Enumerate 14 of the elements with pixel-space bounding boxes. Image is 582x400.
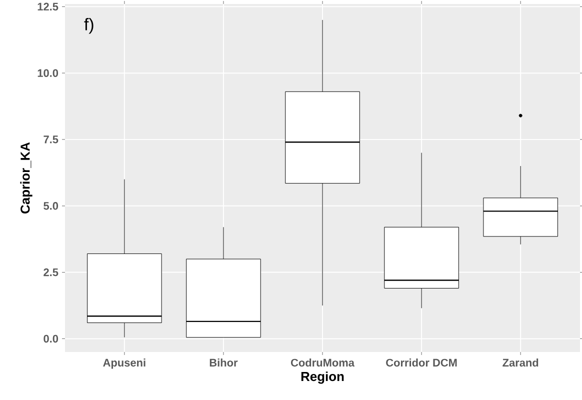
y-tick-label: 5.0 <box>44 202 58 210</box>
x-axis-title: Region <box>301 372 344 384</box>
annotation: f) <box>84 18 94 34</box>
y-tick-label: 7.5 <box>44 136 58 144</box>
y-tick-label: 2.5 <box>44 268 58 276</box>
x-tick-label: Corridor DCM <box>386 358 457 367</box>
y-tick-label: 12.5 <box>38 2 58 11</box>
y-tick-label: 0.0 <box>44 334 58 343</box>
x-tick-label: Bihor <box>210 358 238 367</box>
y-tick-label: 10.0 <box>38 69 58 77</box>
x-tick-label: Apuseni <box>103 358 146 369</box>
x-tick-label: CodruMoma <box>290 358 355 367</box>
x-tick-label: Zarand <box>502 358 538 367</box>
y-axis-title: Caprior_KA <box>20 142 32 214</box>
